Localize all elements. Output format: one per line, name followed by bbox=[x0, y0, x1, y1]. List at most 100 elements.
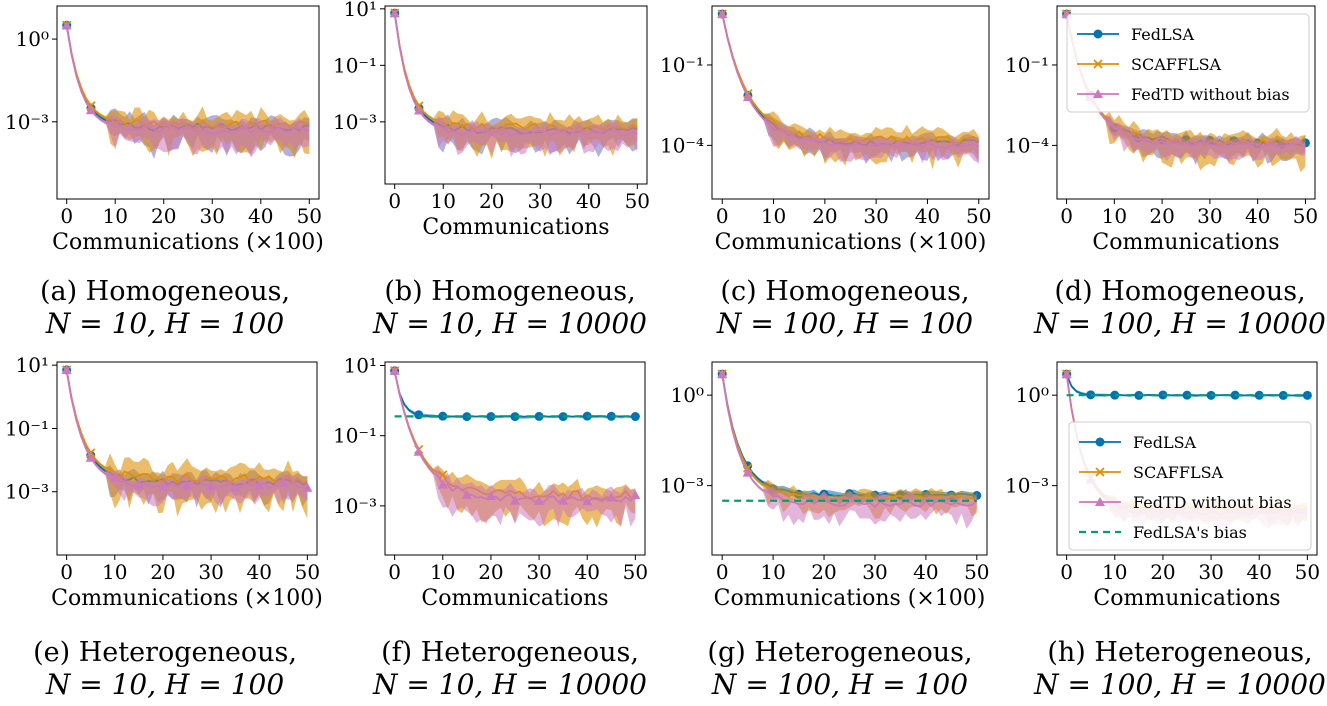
plot-area bbox=[717, 9, 980, 170]
x-tick-label: 0 bbox=[388, 560, 401, 584]
x-tick-label: 30 bbox=[526, 560, 551, 584]
marker-fedtd bbox=[413, 105, 424, 115]
band-fedtd-without-bias bbox=[66, 368, 308, 508]
line-fedlsa bbox=[721, 13, 980, 147]
x-tick-label: 50 bbox=[295, 560, 320, 584]
marker-fedtd bbox=[558, 495, 569, 505]
axes-frame bbox=[711, 5, 990, 200]
line-fedtd-without-bias bbox=[393, 12, 638, 138]
marker-fedtd bbox=[206, 481, 217, 491]
x-tick-label: 50 bbox=[1295, 560, 1320, 584]
x-tick-label: 20 bbox=[151, 204, 176, 228]
x-tick-label: 50 bbox=[623, 560, 648, 584]
axes-frame bbox=[56, 5, 320, 200]
x-tick-label: 20 bbox=[150, 560, 175, 584]
x-tick-label: 20 bbox=[811, 560, 836, 584]
x-tick-label: 40 bbox=[915, 204, 940, 228]
x-tick-label: 0 bbox=[60, 560, 73, 584]
marker-fedtd bbox=[182, 480, 192, 490]
legend-marker bbox=[1095, 467, 1105, 477]
marker-fedtd bbox=[742, 92, 753, 102]
y-tick-label: 10¹ bbox=[16, 353, 49, 377]
marker-fedtd bbox=[302, 482, 313, 492]
x-tick-label: 0 bbox=[388, 189, 401, 213]
x-tick-label: 40 bbox=[248, 204, 273, 228]
marker-fedtd bbox=[109, 472, 120, 482]
caption-label: (c) Homogeneous, bbox=[720, 276, 969, 307]
chart-panel-d: 0 10 20 30 40 50 10⁻¹ 10⁻⁴ Communications FedLSA S… bbox=[1005, 5, 1326, 340]
band-fedtd-without-bias bbox=[722, 12, 979, 164]
marker-fedtd bbox=[61, 364, 72, 374]
x-tick-label: 10 bbox=[430, 189, 455, 213]
marker-fedtd bbox=[630, 490, 641, 500]
caption-label: (f) Heterogeneous, bbox=[381, 637, 639, 668]
x-tick-label: 0 bbox=[716, 560, 729, 584]
marker-fedtd bbox=[717, 369, 728, 379]
line-fedtd-without-bias bbox=[65, 25, 310, 135]
legend-marker bbox=[1095, 437, 1105, 447]
caption-label: (e) Heterogeneous, bbox=[33, 637, 297, 668]
x-axis-label: Communications (×100) bbox=[715, 230, 987, 255]
y-tick-label: 10⁻³ bbox=[333, 110, 377, 134]
line-scafflsa bbox=[721, 13, 980, 145]
marker-fedtd bbox=[461, 489, 472, 499]
line-fedtd-without-bias bbox=[1065, 13, 1306, 148]
x-tick-label: 50 bbox=[964, 560, 989, 584]
plot-area bbox=[61, 364, 313, 519]
marker-fedtd bbox=[389, 365, 400, 375]
caption-math: N = 100, H = 10000 bbox=[1033, 668, 1326, 701]
y-tick-label: 10⁰ bbox=[1016, 383, 1049, 407]
legend-box bbox=[1068, 421, 1312, 551]
x-tick-label: 20 bbox=[478, 560, 503, 584]
marker-fedtd bbox=[61, 20, 72, 30]
x-tick-label: 10 bbox=[102, 560, 127, 584]
band-fedtd-without-bias bbox=[394, 11, 638, 158]
x-tick-label: 0 bbox=[1060, 204, 1073, 228]
legend-marker bbox=[1093, 59, 1103, 69]
x-tick-label: 30 bbox=[1198, 560, 1223, 584]
x-tick-label: 20 bbox=[1149, 204, 1174, 228]
line-fedlsa bbox=[393, 12, 638, 135]
y-tick-label: 10⁻⁴ bbox=[660, 133, 704, 157]
y-tick-label: 10⁻⁴ bbox=[1005, 133, 1049, 157]
x-tick-label: 20 bbox=[479, 189, 504, 213]
line-scafflsa bbox=[65, 25, 310, 131]
legend-marker bbox=[1093, 29, 1103, 39]
x-axis-label: Communications bbox=[1092, 230, 1279, 255]
caption-math: N = 10, H = 100 bbox=[45, 668, 284, 701]
y-tick-label: 10¹ bbox=[344, 354, 377, 378]
x-axis-label: Communications bbox=[421, 586, 608, 611]
x-axis-label: Communications bbox=[1093, 586, 1280, 611]
x-tick-label: 10 bbox=[102, 204, 127, 228]
x-tick-label: 40 bbox=[574, 560, 599, 584]
x-tick-label: 20 bbox=[1150, 560, 1175, 584]
chart-panel-c: 0 10 20 30 40 50 10⁻¹ 10⁻⁴ Communications (×100)… bbox=[660, 5, 991, 340]
chart-panel-f: 0 10 20 30 40 50 10¹ 10⁻¹ 10⁻³ Communications (f) … bbox=[333, 354, 648, 701]
legend-label: FedLSA bbox=[1133, 433, 1197, 452]
x-tick-label: 10 bbox=[760, 560, 785, 584]
chart-panel-h: 0 10 20 30 40 50 10⁰ 10⁻³ Communications FedLSA SC… bbox=[1005, 361, 1326, 701]
marker-fedtd bbox=[85, 105, 96, 115]
legend-label: FedTD without bias bbox=[1131, 85, 1290, 104]
marker-fedtd bbox=[278, 477, 289, 487]
caption-label: (g) Heterogeneous, bbox=[707, 637, 972, 668]
y-tick-label: 10⁻¹ bbox=[333, 53, 377, 77]
x-tick-label: 10 bbox=[1102, 204, 1127, 228]
band-fedlsa bbox=[394, 369, 636, 419]
marker-fedtd bbox=[133, 480, 144, 490]
plot-area bbox=[61, 20, 310, 160]
line-fedtd-without-bias bbox=[721, 13, 980, 149]
caption-math: N = 100, H = 10000 bbox=[1033, 307, 1326, 340]
legend-label: FedLSA's bias bbox=[1133, 523, 1247, 542]
caption-label: (d) Homogeneous, bbox=[1054, 276, 1305, 307]
legend-label: SCAFFLSA bbox=[1133, 463, 1224, 482]
legend: FedLSA SCAFFLSA FedTD without bias bbox=[1066, 13, 1310, 113]
x-tick-label: 50 bbox=[966, 204, 991, 228]
marker-fedtd bbox=[742, 467, 753, 477]
axes-frame bbox=[384, 361, 646, 556]
x-tick-label: 50 bbox=[1293, 204, 1318, 228]
y-tick-label: 10⁰ bbox=[671, 383, 704, 407]
band-fedtd-without-bias bbox=[66, 23, 310, 158]
marker-fedtd bbox=[389, 8, 400, 18]
